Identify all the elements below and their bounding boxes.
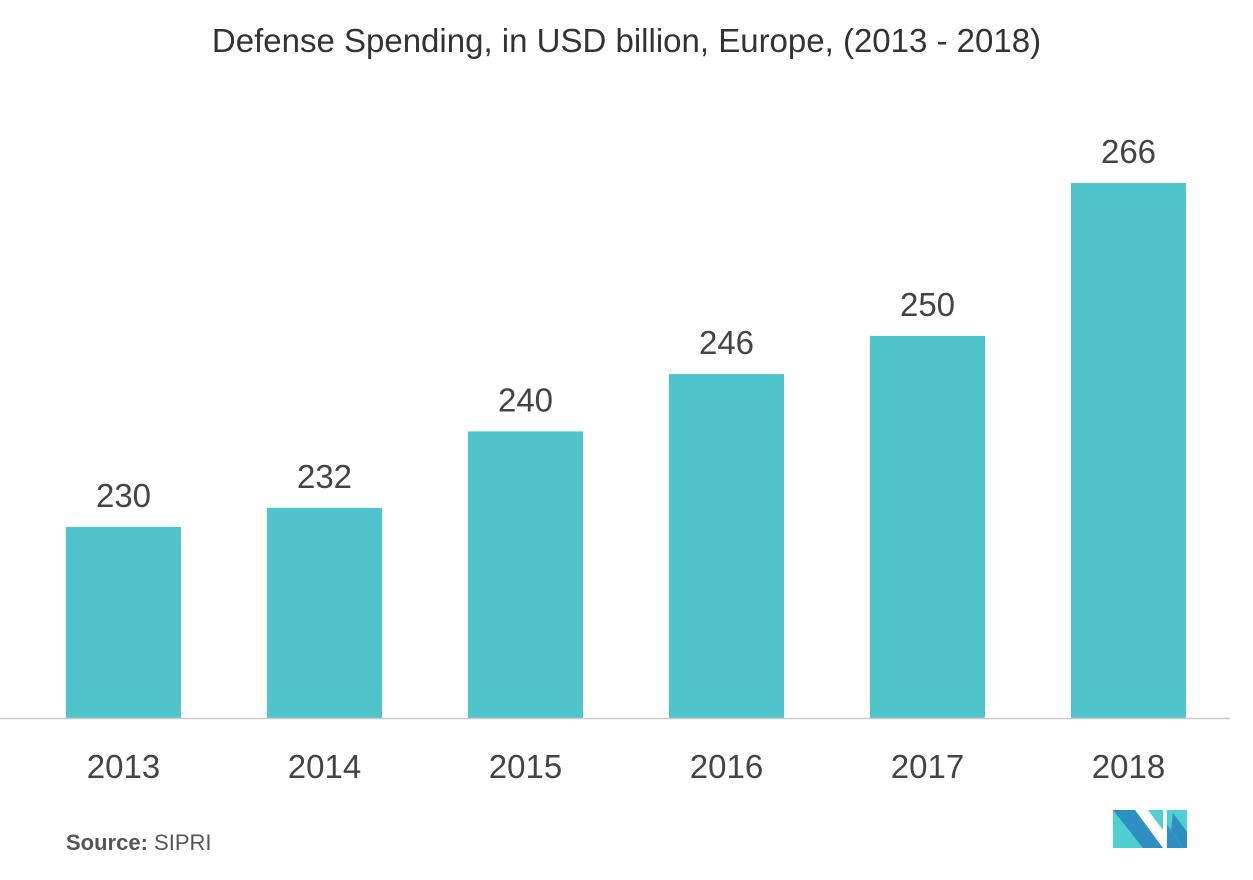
bar-chart: 230 2013 232 2014 240 2015 246 2016 250 2017 266 20… (0, 133, 1230, 785)
bar-2015 (468, 431, 583, 718)
bar-2018 (1071, 183, 1186, 718)
bar-2016 (669, 374, 784, 718)
data-label-2014: 232 (297, 458, 352, 495)
source-value: SIPRI (154, 830, 212, 855)
data-label-2017: 250 (900, 286, 955, 323)
chart-title: Defense Spending, in USD billion, Europe… (211, 22, 1042, 59)
x-tick-label: 2015 (489, 748, 562, 785)
x-tick-label: 2016 (690, 748, 763, 785)
x-tick-label: 2018 (1092, 748, 1165, 785)
source-note: Source: SIPRI (66, 830, 212, 856)
x-tick-label: 2014 (288, 748, 361, 785)
bar-2014 (267, 507, 382, 718)
data-label-2013: 230 (96, 477, 151, 514)
brand-logo (1113, 810, 1187, 848)
source-label: Source: (66, 830, 148, 855)
bar-2017 (870, 335, 985, 718)
data-label-2015: 240 (498, 381, 553, 418)
data-label-2018: 266 (1101, 133, 1156, 170)
data-label-2016: 246 (699, 324, 754, 361)
x-tick-label: 2017 (891, 748, 964, 785)
x-tick-label: 2013 (87, 748, 160, 785)
bar-2013 (66, 526, 181, 718)
